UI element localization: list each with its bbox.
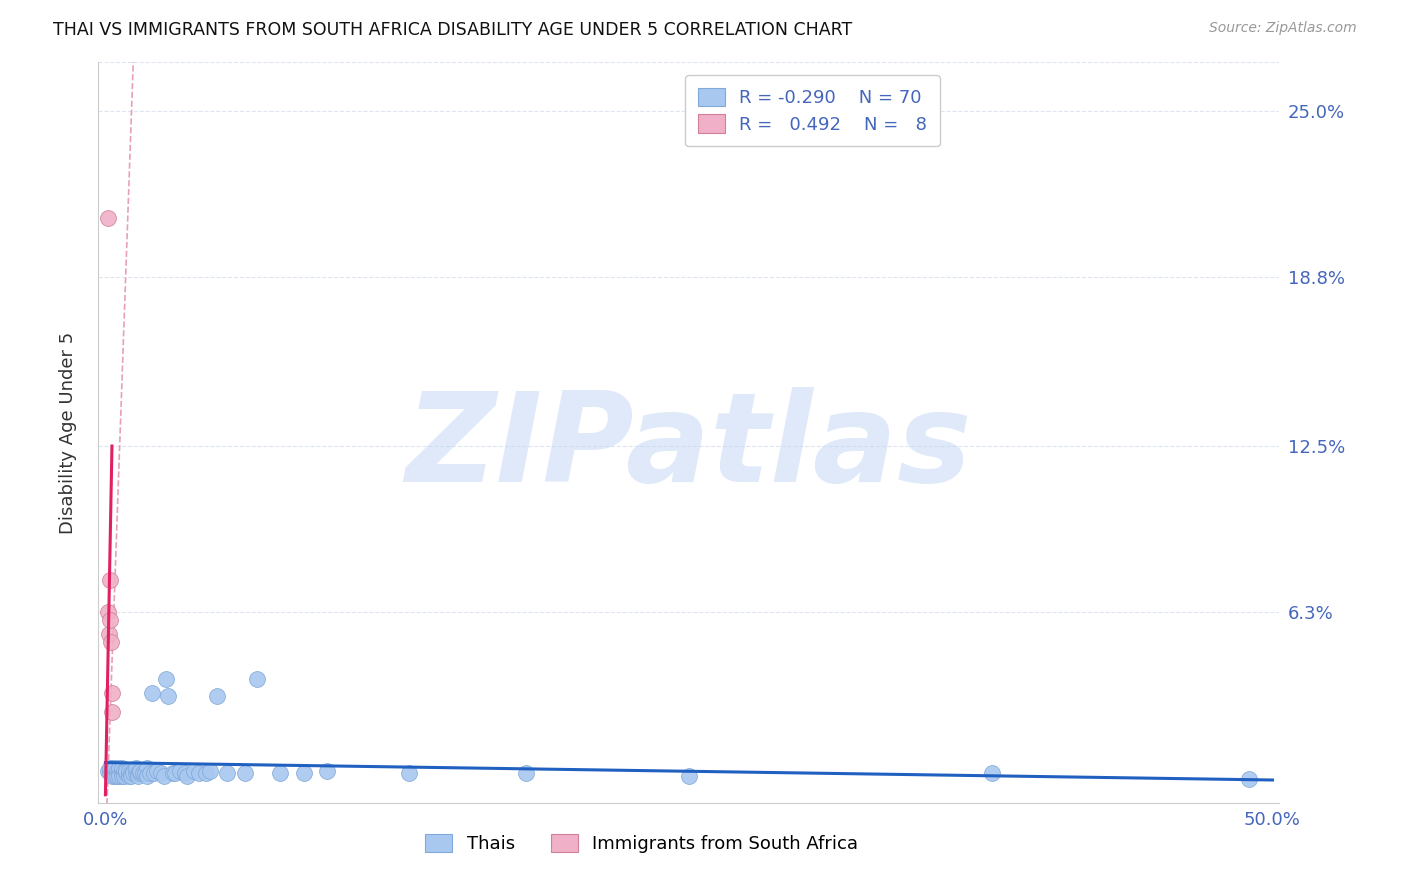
Point [98,761,121,775]
Point [136,761,159,775]
Point [176,769,198,783]
Point [678,769,700,783]
Point [162,766,184,780]
Point [194,766,217,780]
Point [139,766,162,780]
Point [101,769,124,783]
Point [122,764,145,778]
Point [108,766,131,780]
Point [129,766,152,780]
Point [125,766,148,780]
Point [132,766,155,780]
Point [111,766,134,780]
Point [104,766,127,780]
Point [122,766,145,780]
Point [111,769,134,783]
Point [398,766,420,780]
Point [98,614,121,628]
Point [112,769,135,783]
Point [97,211,120,225]
Point [150,766,173,780]
Point [157,689,180,703]
Point [97,627,120,641]
Point [112,764,135,778]
Point [207,689,229,703]
Point [101,705,124,719]
Point [108,769,131,783]
Point [120,769,142,783]
Point [155,673,177,687]
Point [101,686,124,700]
Point [105,766,128,780]
Text: THAI VS IMMIGRANTS FROM SOUTH AFRICA DISABILITY AGE UNDER 5 CORRELATION CHART: THAI VS IMMIGRANTS FROM SOUTH AFRICA DIS… [53,21,852,39]
Text: ZIPatlas: ZIPatlas [406,387,972,508]
Point [235,766,257,780]
Y-axis label: Disability Age Under 5: Disability Age Under 5 [59,332,77,533]
Point [108,761,131,775]
Point [152,769,174,783]
Point [129,764,152,778]
Point [200,764,222,778]
Point [136,769,159,783]
Point [246,673,269,687]
Point [127,766,149,780]
Point [101,761,124,775]
Point [183,764,205,778]
Point [97,764,120,778]
Point [105,764,128,778]
Point [515,766,537,780]
Point [118,766,141,780]
Point [141,686,163,700]
Point [143,766,166,780]
Point [165,766,187,780]
Point [292,766,315,780]
Point [127,769,149,783]
Point [100,635,122,649]
Point [101,764,124,778]
Point [104,769,127,783]
Point [120,766,142,780]
Point [98,766,121,780]
Point [118,769,141,783]
Legend: Thais, Immigrants from South Africa: Thais, Immigrants from South Africa [418,827,866,861]
Point [981,766,1004,780]
Point [105,769,128,783]
Point [187,766,209,780]
Point [98,573,121,587]
Point [173,766,195,780]
Point [111,761,134,775]
Point [146,764,169,778]
Point [134,766,156,780]
Point [104,761,127,775]
Point [169,764,191,778]
Point [111,764,134,778]
Point [97,605,120,619]
Point [125,761,148,775]
Text: Source: ZipAtlas.com: Source: ZipAtlas.com [1209,21,1357,36]
Point [269,766,291,780]
Point [215,766,238,780]
Point [316,764,339,778]
Point [115,764,138,778]
Point [1237,772,1260,786]
Point [112,766,135,780]
Point [118,764,141,778]
Point [115,766,138,780]
